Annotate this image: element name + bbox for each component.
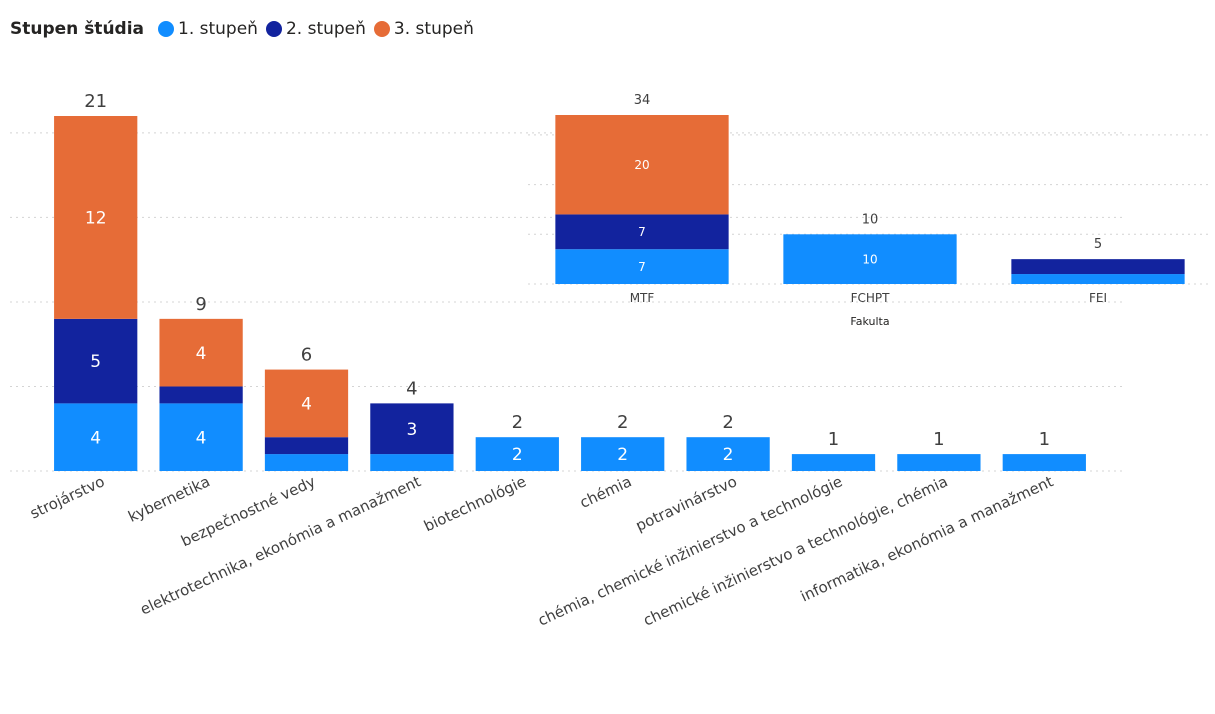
inset-data-label-mtf-2-stupen: 7 [638, 225, 646, 239]
main-data-label-potravinarstvo-1-stupen: 2 [723, 445, 734, 465]
main-data-label-kybernetika-1-stupen: 4 [196, 428, 207, 448]
main-total-label-chemia-chemicke-inzinierstvo-a-technologie: 1 [828, 429, 839, 450]
main-bar-informatika-ekonomia-a-manazment-1-stupen [1002, 454, 1086, 471]
main-data-label-elektrotechnika-ekonomia-a-manazment-2-stupen: 3 [406, 420, 417, 440]
main-data-label-chemia-1-stupen: 2 [617, 445, 628, 465]
main-bar-strojarstvo-3-stupen [54, 116, 138, 319]
legend-label-2-stupen: 2. stupeň [285, 19, 366, 39]
inset-total-label-mtf: 34 [634, 93, 651, 108]
legend-label-3-stupen: 3. stupeň [393, 19, 474, 39]
main-total-label-informatika-ekonomia-a-manazment: 1 [1039, 429, 1050, 450]
inset-bar-fei-2-stupen [1011, 259, 1185, 275]
legend-marker-1-stupen [158, 21, 175, 37]
main-data-label-bezpecnostne-vedy-3-stupen: 4 [301, 395, 312, 415]
main-bar-chemicke-inzinierstvo-a-technologie-chemia-1-stupen [897, 454, 981, 471]
main-data-label-biotechnologie-1-stupen: 2 [512, 445, 523, 465]
inset-category-label-fei: FEI [1089, 291, 1107, 305]
main-bar-elektrotechnika-ekonomia-a-manazment-1-stupen [370, 454, 454, 471]
main-bar-bezpecnostne-vedy-1-stupen [264, 454, 349, 471]
main-data-label-strojarstvo-3-stupen: 12 [85, 209, 107, 229]
main-bar-chemia-chemicke-inzinierstvo-a-technologie-1-stupen [791, 454, 876, 471]
legend-item-2-stupen[interactable]: 2. stupeň [265, 19, 366, 39]
inset-category-label-fchpt: FCHPT [851, 291, 891, 305]
main-bar-elektrotechnika-ekonomia-a-manazment-2-stupen [370, 403, 454, 455]
main-bar-kybernetika-1-stupen [159, 403, 243, 471]
inset-total-label-fchpt: 10 [862, 212, 879, 227]
main-bar-kybernetika-2-stupen [159, 386, 243, 404]
main-bar-bezpecnostne-vedy-2-stupen [264, 437, 349, 455]
main-category-label-strojarstvo: strojárstvo [27, 472, 107, 522]
main-total-label-strojarstvo: 21 [84, 91, 107, 112]
main-data-label-kybernetika-3-stupen: 4 [196, 344, 207, 364]
main-category-label-biotechnologie: biotechnológie [421, 472, 529, 535]
main-data-label-strojarstvo-2-stupen: 5 [90, 352, 101, 372]
inset-data-label-mtf-3-stupen: 20 [634, 158, 649, 172]
main-bar-biotechnologie-1-stupen [475, 437, 559, 471]
main-total-label-chemicke-inzinierstvo-a-technologie-chemia: 1 [933, 429, 944, 450]
legend-marker-3-stupen [373, 21, 390, 37]
legend-title: Stupen štúdia [10, 19, 145, 39]
main-bar-potravinarstvo-1-stupen [686, 437, 770, 471]
inset-x-axis-title: Fakulta [850, 315, 889, 328]
legend-item-3-stupen[interactable]: 3. stupeň [373, 19, 474, 39]
inset-bar-mtf-3-stupen [555, 115, 729, 215]
main-bar-bezpecnostne-vedy-3-stupen [264, 369, 349, 438]
inset-bar-mtf-1-stupen [555, 249, 729, 284]
inset-data-label-mtf-1-stupen: 7 [638, 260, 646, 274]
main-total-label-potravinarstvo: 2 [722, 412, 733, 433]
inset-category-label-mtf: MTF [630, 291, 655, 305]
legend-item-1-stupen[interactable]: 1. stupeň [158, 19, 258, 39]
legend: Stupen štúdia 1. stupeň 2. stupeň 3. stu… [10, 16, 482, 42]
legend-marker-2-stupen [265, 21, 282, 37]
main-total-label-chemia: 2 [617, 412, 628, 433]
main-total-label-biotechnologie: 2 [512, 412, 523, 433]
inset-data-label-fchpt-1-stupen: 10 [862, 252, 877, 266]
main-bar-kybernetika-3-stupen [159, 318, 243, 387]
main-category-label-chemia: chémia [577, 472, 634, 512]
inset-total-label-fei: 5 [1094, 237, 1102, 252]
main-category-label-kybernetika: kybernetika [125, 472, 212, 526]
legend-label-1-stupen: 1. stupeň [178, 19, 258, 39]
main-total-label-kybernetika: 9 [195, 294, 206, 315]
inset-bar-mtf-2-stupen [555, 214, 729, 250]
inset-bar-fchpt-1-stupen [783, 234, 957, 284]
main-bar-strojarstvo-1-stupen [54, 403, 138, 471]
main-bar-strojarstvo-2-stupen [54, 318, 138, 404]
main-bar-chemia-1-stupen [581, 437, 665, 471]
inset-bar-fei-1-stupen [1011, 274, 1185, 284]
main-total-label-elektrotechnika-ekonomia-a-manazment: 4 [406, 378, 417, 399]
main-total-label-bezpecnostne-vedy: 6 [301, 345, 312, 366]
main-data-label-strojarstvo-1-stupen: 4 [90, 428, 101, 448]
